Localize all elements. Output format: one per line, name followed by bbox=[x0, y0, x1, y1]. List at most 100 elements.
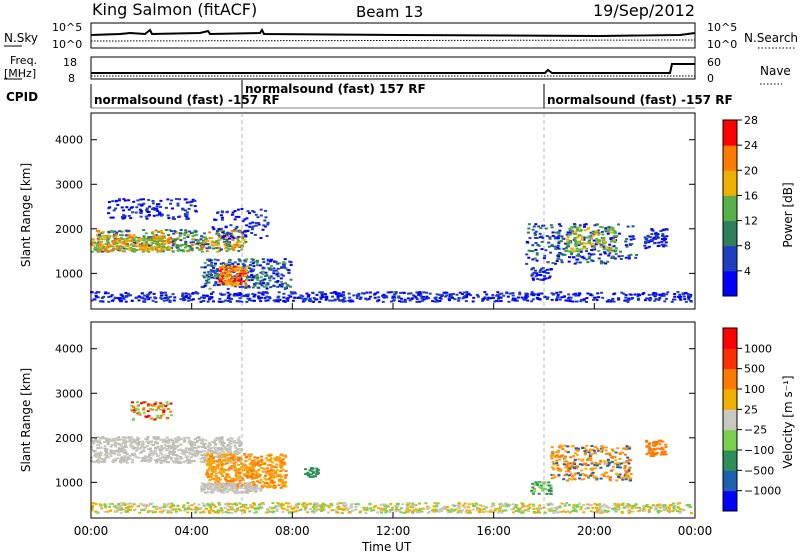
echo-cell bbox=[132, 233, 136, 236]
echo-cell bbox=[116, 457, 120, 460]
echo-cell bbox=[169, 230, 173, 233]
echo-cell bbox=[159, 199, 163, 202]
echo-cell bbox=[597, 249, 601, 252]
echo-cell bbox=[246, 293, 250, 296]
echo-cell bbox=[191, 198, 195, 201]
echo-cell bbox=[255, 484, 259, 487]
echo-cell bbox=[284, 282, 288, 285]
echo-cell bbox=[255, 471, 259, 474]
echo-cell bbox=[616, 473, 620, 476]
echo-cell bbox=[634, 506, 638, 509]
echo-cell bbox=[526, 295, 530, 298]
echo-cell bbox=[248, 264, 252, 267]
echo-cell bbox=[222, 463, 226, 466]
echo-cell bbox=[133, 239, 137, 242]
echo-cell bbox=[448, 293, 452, 296]
echo-cell bbox=[168, 236, 172, 239]
echo-cell bbox=[535, 272, 539, 275]
echo-cell bbox=[208, 271, 212, 274]
echo-cell bbox=[379, 503, 383, 506]
echo-cell bbox=[320, 294, 324, 297]
echo-cell bbox=[496, 297, 500, 300]
echo-cell bbox=[189, 460, 193, 463]
echo-cell bbox=[224, 459, 228, 462]
echo-cell bbox=[689, 511, 693, 514]
echo-cell bbox=[301, 295, 305, 298]
echo-cell bbox=[253, 489, 257, 492]
echo-cell bbox=[246, 470, 250, 473]
echo-cell bbox=[228, 243, 232, 246]
echo-cell bbox=[202, 504, 206, 507]
echo-cell bbox=[179, 249, 183, 252]
echo-cell bbox=[112, 439, 116, 442]
echo-cell bbox=[568, 250, 572, 253]
echo-cell bbox=[235, 504, 239, 507]
echo-cell bbox=[565, 249, 569, 252]
echo-cell bbox=[642, 510, 646, 513]
echo-cell bbox=[223, 506, 227, 509]
echo-cell bbox=[176, 249, 180, 252]
echo-cell bbox=[154, 248, 158, 251]
echo-cell bbox=[330, 509, 334, 512]
echo-cell bbox=[358, 511, 362, 514]
echo-cell bbox=[623, 453, 627, 456]
echo-cell bbox=[242, 294, 246, 297]
echo-cell bbox=[175, 458, 179, 461]
echo-cell bbox=[95, 249, 99, 252]
echo-cell bbox=[394, 510, 398, 513]
echo-cell bbox=[225, 473, 229, 476]
echo-cell bbox=[261, 480, 265, 483]
echo-cell bbox=[689, 293, 693, 296]
echo-cell bbox=[186, 502, 190, 505]
echo-cell bbox=[139, 198, 143, 201]
echo-cell bbox=[566, 231, 570, 234]
echo-cell bbox=[287, 271, 291, 274]
echo-cell bbox=[594, 296, 598, 299]
echo-cell bbox=[114, 199, 118, 202]
echo-cell bbox=[125, 247, 129, 250]
echo-cell bbox=[274, 280, 278, 283]
echo-cell bbox=[251, 286, 255, 289]
echo-cell bbox=[268, 470, 272, 473]
echo-cell bbox=[224, 511, 228, 514]
echo-cell bbox=[244, 293, 248, 296]
echo-cell bbox=[118, 249, 122, 252]
echo-cell bbox=[498, 507, 502, 510]
echo-cell bbox=[117, 451, 121, 454]
echo-cell bbox=[661, 292, 665, 295]
echo-cell bbox=[619, 257, 623, 260]
echo-cell bbox=[604, 446, 608, 449]
echo-cell bbox=[545, 235, 549, 238]
echo-cell bbox=[368, 295, 372, 298]
echo-cell bbox=[217, 509, 221, 512]
echo-cell bbox=[280, 285, 284, 288]
echo-cell bbox=[573, 452, 577, 455]
echo-cell bbox=[253, 483, 257, 486]
echo-cell bbox=[570, 478, 574, 481]
echo-cell bbox=[537, 225, 541, 228]
echo-cell bbox=[599, 243, 603, 246]
echo-cell bbox=[124, 510, 128, 513]
echo-cell bbox=[483, 296, 487, 299]
echo-cell bbox=[214, 240, 218, 243]
echo-cell bbox=[437, 293, 441, 296]
echo-cell bbox=[611, 249, 615, 252]
echo-cell bbox=[577, 234, 581, 237]
echo-cell bbox=[267, 482, 271, 485]
echo-cell bbox=[257, 474, 261, 477]
echo-cell bbox=[311, 510, 315, 513]
echo-cell bbox=[549, 251, 553, 254]
echo-cell bbox=[217, 239, 221, 242]
echo-cell bbox=[207, 460, 211, 463]
echo-cell bbox=[131, 438, 135, 441]
echo-cell bbox=[179, 448, 183, 451]
echo-cell bbox=[212, 247, 216, 250]
echo-cell bbox=[546, 261, 550, 264]
echo-cell bbox=[291, 299, 295, 302]
echo-cell bbox=[659, 230, 663, 233]
echo-cell bbox=[252, 211, 256, 214]
echo-cell bbox=[194, 451, 198, 454]
echo-cell bbox=[242, 238, 246, 241]
echo-cell bbox=[272, 269, 276, 272]
echo-cell bbox=[620, 504, 624, 507]
